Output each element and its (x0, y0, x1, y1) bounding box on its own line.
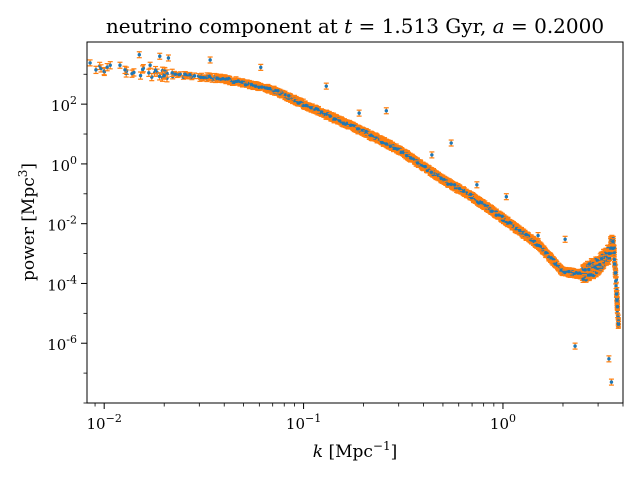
data-layer (87, 51, 622, 386)
chart-title: neutrino component at t = 1.513 Gyr, a =… (106, 14, 604, 38)
